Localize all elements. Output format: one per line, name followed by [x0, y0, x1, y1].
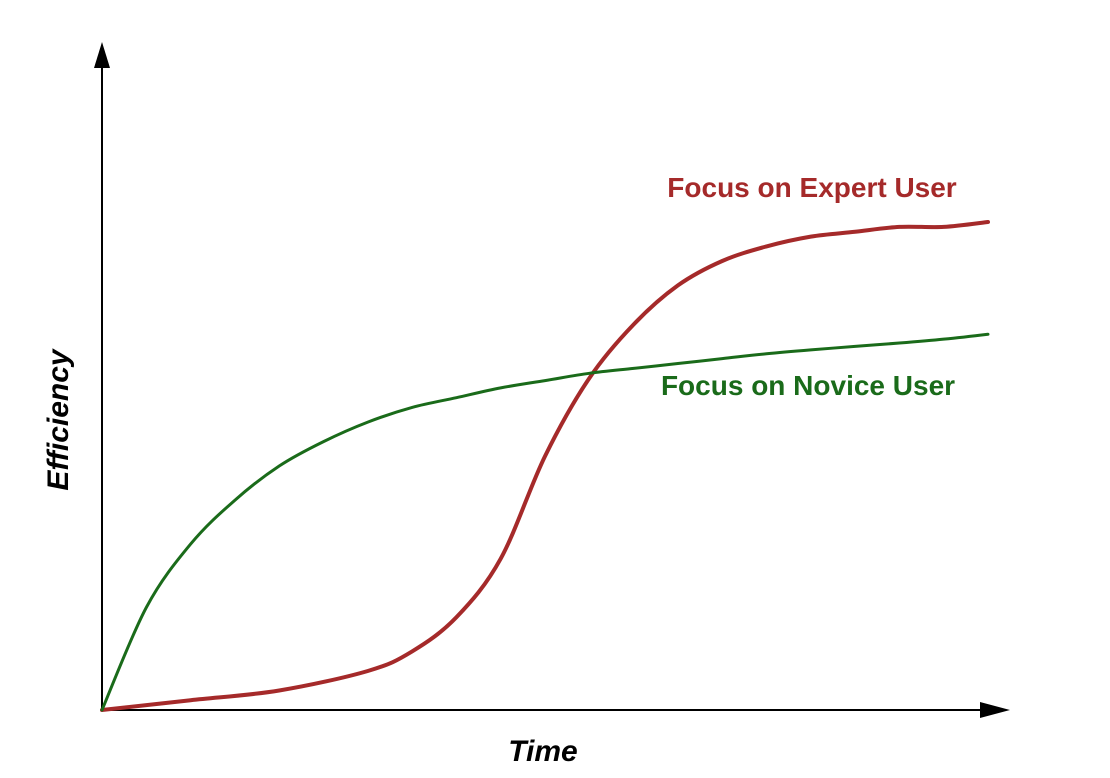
- x-axis-title: Time: [508, 735, 577, 768]
- y-axis-title: Efficiency: [42, 348, 75, 490]
- series-novice-line: [100, 332, 990, 712]
- x-axis-arrowhead: [980, 702, 1010, 718]
- series-expert-label: Focus on Expert User: [667, 172, 957, 203]
- series-expert-line: [100, 220, 990, 712]
- series-novice-label: Focus on Novice User: [661, 370, 955, 401]
- y-axis-arrowhead: [94, 42, 110, 68]
